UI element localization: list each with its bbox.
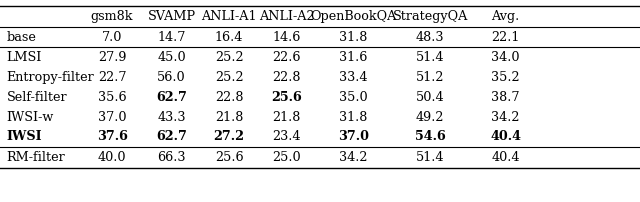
Text: 51.2: 51.2 xyxy=(416,71,444,84)
Text: 25.6: 25.6 xyxy=(215,151,243,164)
Text: 25.2: 25.2 xyxy=(215,51,243,64)
Text: 21.8: 21.8 xyxy=(273,111,301,124)
Text: 62.7: 62.7 xyxy=(156,130,187,143)
Text: 37.0: 37.0 xyxy=(98,111,126,124)
Text: 35.6: 35.6 xyxy=(98,91,126,104)
Text: 51.4: 51.4 xyxy=(416,51,444,64)
Text: 31.8: 31.8 xyxy=(339,31,367,44)
Text: Self-filter: Self-filter xyxy=(6,91,67,104)
Text: 25.2: 25.2 xyxy=(215,71,243,84)
Text: 38.7: 38.7 xyxy=(492,91,520,104)
Text: Avg.: Avg. xyxy=(492,10,520,23)
Text: 22.7: 22.7 xyxy=(98,71,126,84)
Text: 37.0: 37.0 xyxy=(338,130,369,143)
Text: 40.0: 40.0 xyxy=(98,151,126,164)
Text: 25.6: 25.6 xyxy=(271,91,302,104)
Text: 62.7: 62.7 xyxy=(156,91,187,104)
Text: 48.3: 48.3 xyxy=(416,31,444,44)
Text: gsm8k: gsm8k xyxy=(91,10,133,23)
Text: 34.2: 34.2 xyxy=(339,151,367,164)
Text: 37.6: 37.6 xyxy=(97,130,127,143)
Text: 54.6: 54.6 xyxy=(415,130,445,143)
Text: 34.0: 34.0 xyxy=(492,51,520,64)
Text: 31.8: 31.8 xyxy=(339,111,367,124)
Text: 31.6: 31.6 xyxy=(339,51,367,64)
Text: StrategyQA: StrategyQA xyxy=(392,10,468,23)
Text: 49.2: 49.2 xyxy=(416,111,444,124)
Text: base: base xyxy=(6,31,36,44)
Text: IWSI: IWSI xyxy=(6,130,42,143)
Text: 35.2: 35.2 xyxy=(492,71,520,84)
Text: 40.4: 40.4 xyxy=(492,151,520,164)
Text: 14.6: 14.6 xyxy=(273,31,301,44)
Text: 22.8: 22.8 xyxy=(273,71,301,84)
Text: Entropy-filter: Entropy-filter xyxy=(6,71,94,84)
Text: 7.0: 7.0 xyxy=(102,31,122,44)
Text: 56.0: 56.0 xyxy=(157,71,186,84)
Text: SVAMP: SVAMP xyxy=(147,10,196,23)
Text: 22.8: 22.8 xyxy=(215,91,243,104)
Text: 16.4: 16.4 xyxy=(215,31,243,44)
Text: 27.2: 27.2 xyxy=(214,130,244,143)
Text: 14.7: 14.7 xyxy=(157,31,186,44)
Text: RM-filter: RM-filter xyxy=(6,151,65,164)
Text: 34.2: 34.2 xyxy=(492,111,520,124)
Text: 23.4: 23.4 xyxy=(273,130,301,143)
Text: 35.0: 35.0 xyxy=(339,91,367,104)
Text: 21.8: 21.8 xyxy=(215,111,243,124)
Text: 27.9: 27.9 xyxy=(98,51,126,64)
Text: 43.3: 43.3 xyxy=(157,111,186,124)
Text: 45.0: 45.0 xyxy=(157,51,186,64)
Text: 51.4: 51.4 xyxy=(416,151,444,164)
Text: IWSI-w: IWSI-w xyxy=(6,111,54,124)
Text: 50.4: 50.4 xyxy=(416,91,444,104)
Text: LMSI: LMSI xyxy=(6,51,42,64)
Text: 22.6: 22.6 xyxy=(273,51,301,64)
Text: ANLI-A2: ANLI-A2 xyxy=(259,10,314,23)
Text: 40.4: 40.4 xyxy=(490,130,521,143)
Text: 25.0: 25.0 xyxy=(273,151,301,164)
Text: 33.4: 33.4 xyxy=(339,71,367,84)
Text: 66.3: 66.3 xyxy=(157,151,186,164)
Text: ANLI-A1: ANLI-A1 xyxy=(202,10,257,23)
Text: 22.1: 22.1 xyxy=(492,31,520,44)
Text: OpenBookQA: OpenBookQA xyxy=(310,10,396,23)
